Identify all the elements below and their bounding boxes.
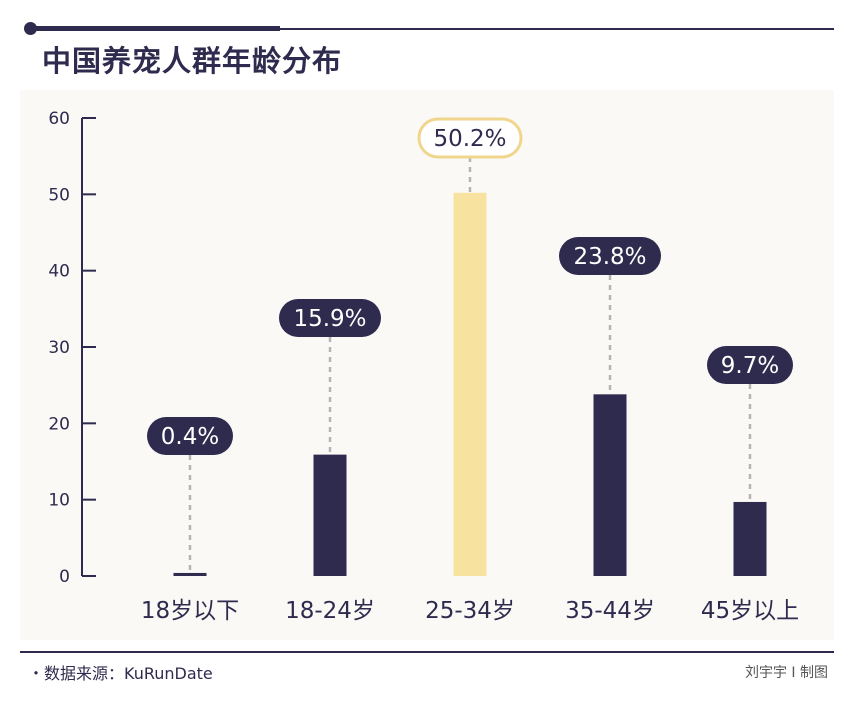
x-category-label: 45岁以上 — [701, 598, 799, 624]
chart-title: 中国养宠人群年龄分布 — [42, 44, 343, 78]
data-source: ・数据来源：KuRunDate — [28, 664, 213, 683]
x-category-label: 18岁以下 — [141, 598, 239, 624]
chart-panel — [20, 90, 834, 640]
value-label: 50.2% — [433, 126, 506, 152]
y-tick-label: 0 — [59, 567, 70, 587]
value-label-pill — [279, 299, 381, 337]
value-label-pill — [707, 346, 793, 384]
footer-rule — [20, 651, 834, 653]
bar — [733, 501, 767, 576]
x-category-label: 25-34岁 — [425, 598, 515, 624]
bar — [453, 192, 487, 576]
y-tick-label: 50 — [48, 185, 70, 205]
value-label-pill — [147, 417, 233, 455]
value-label-pill — [559, 237, 661, 275]
value-label-pill — [417, 117, 523, 159]
bar — [173, 572, 207, 576]
value-label: 0.4% — [161, 424, 219, 450]
value-label: 23.8% — [573, 244, 646, 270]
bar — [313, 454, 347, 576]
y-tick-label: 40 — [48, 262, 70, 282]
header-rule-accent — [30, 26, 280, 31]
x-category-label: 35-44岁 — [565, 598, 655, 624]
y-tick-label: 10 — [48, 491, 70, 511]
x-category-label: 18-24岁 — [285, 598, 375, 624]
chart-credit: 刘宇宇 I 制图 — [744, 665, 828, 681]
value-label: 15.9% — [293, 306, 366, 332]
bar — [593, 394, 627, 576]
header-rule — [30, 28, 834, 30]
value-label: 9.7% — [721, 353, 779, 379]
y-tick-label: 20 — [48, 414, 70, 434]
y-tick-label: 30 — [48, 338, 70, 358]
y-tick-label: 60 — [48, 109, 70, 129]
